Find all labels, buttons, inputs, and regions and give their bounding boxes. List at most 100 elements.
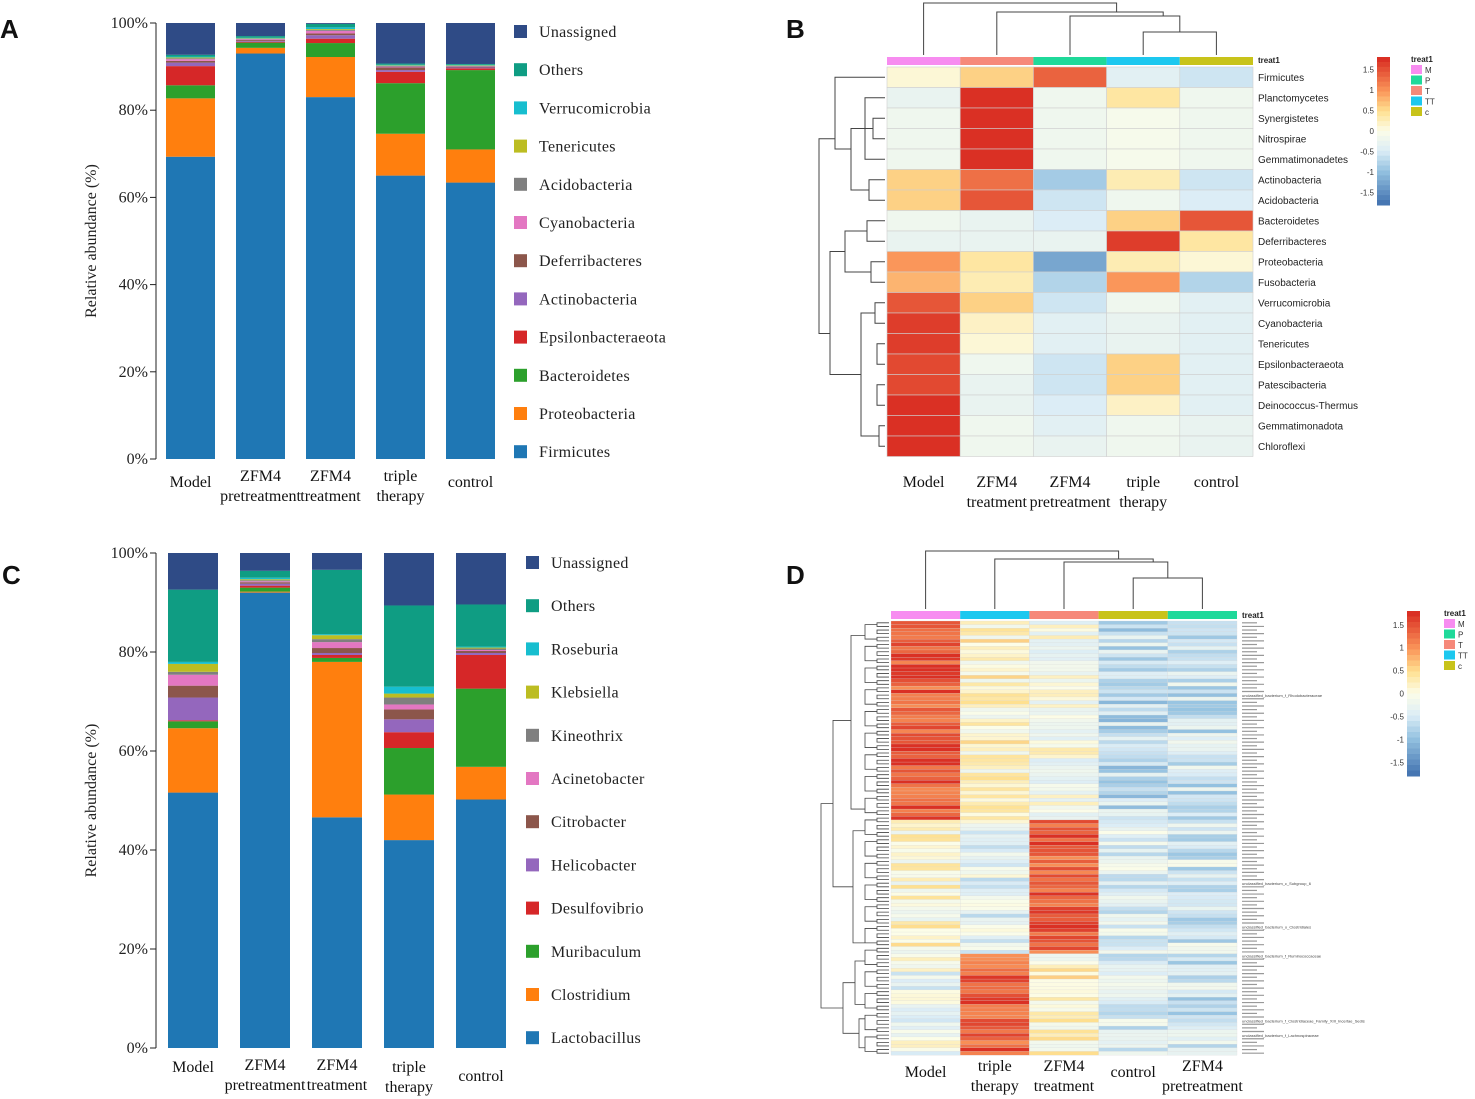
heatmap-cell xyxy=(1029,946,1099,951)
heatmap-cell xyxy=(1179,271,1254,293)
heatmap-cell xyxy=(1179,189,1254,211)
bar-segment-deferribacteres xyxy=(446,66,495,68)
heatmap-cell xyxy=(959,230,1034,252)
heatmap-cell xyxy=(890,866,961,871)
color-scale-cell xyxy=(1407,671,1420,678)
heatmap-cell xyxy=(1098,823,1168,828)
heatmap-cell xyxy=(1167,765,1238,770)
heatmap-cell xyxy=(890,863,961,868)
x-category-label: therapy xyxy=(385,1079,433,1096)
heatmap-cell xyxy=(960,845,1030,850)
treat-annotation-M xyxy=(891,611,961,619)
heatmap-cell xyxy=(1167,682,1238,687)
heatmap-cell xyxy=(960,1004,1030,1009)
bar-segment-muribaculum xyxy=(312,657,362,662)
legend-label-others: Others xyxy=(551,598,595,615)
heatmap-cell xyxy=(1167,743,1238,748)
heatmap-cell xyxy=(960,939,1030,944)
heatmap-cell xyxy=(1098,667,1168,672)
heatmap-cell xyxy=(1029,1018,1099,1023)
bar-segment-klebsiella xyxy=(240,579,290,581)
heatmap-cell xyxy=(1098,989,1168,994)
heatmap-cell xyxy=(960,638,1030,644)
heatmap-cell xyxy=(960,968,1030,973)
heatmap-row-label: unclassified_bacterium_f_Rhodobacteracea… xyxy=(1242,693,1323,698)
heatmap-cell xyxy=(1167,667,1238,672)
heatmap-cell xyxy=(890,725,961,730)
heatmap-cell xyxy=(890,881,961,886)
heatmap-cell xyxy=(1167,855,1238,861)
heatmap-cell xyxy=(1098,783,1168,788)
heatmap-cell xyxy=(1029,960,1099,965)
bar-segment-others xyxy=(236,36,285,38)
heatmap-cell xyxy=(1167,816,1238,821)
heatmap-cell xyxy=(890,772,961,777)
heatmap-cell xyxy=(890,664,961,669)
heatmap-column-label: ZFM4 xyxy=(1182,1058,1223,1075)
row-dendrogram xyxy=(818,76,885,447)
heatmap-cell xyxy=(960,711,1030,716)
heatmap-cell xyxy=(1029,642,1099,647)
color-scale-cell xyxy=(1377,106,1390,112)
bar-segment-tenericutes xyxy=(236,38,285,39)
heatmap-column-label: pretreatment xyxy=(1030,494,1111,511)
heatmap-cell xyxy=(1167,790,1238,795)
heatmap-cell xyxy=(1029,638,1099,644)
heatmap-cell xyxy=(886,394,961,416)
bar-segment-firmicutes xyxy=(446,182,495,460)
heatmap-cell xyxy=(1106,271,1181,293)
heatmap-cell xyxy=(1179,169,1254,191)
heatmap-cell xyxy=(1167,845,1238,850)
color-scale-tick: 1 xyxy=(1370,86,1375,95)
heatmap-cell xyxy=(890,783,961,788)
heatmap-cell xyxy=(1029,725,1099,730)
heatmap-cell xyxy=(960,1022,1030,1027)
heatmap-cell xyxy=(890,1022,961,1027)
heatmap-cell xyxy=(1029,870,1099,875)
heatmap-cell xyxy=(890,989,961,994)
y-tick-label: 100% xyxy=(111,15,148,32)
heatmap-cell xyxy=(1098,780,1168,785)
heatmap-cell xyxy=(1098,866,1168,871)
bar-segment-others xyxy=(240,570,290,578)
heatmap-cell xyxy=(1106,230,1181,252)
heatmap-row-label: Epsilonbacteraeota xyxy=(1258,360,1344,371)
heatmap-cell xyxy=(1029,855,1099,861)
color-scale-cell xyxy=(1377,160,1390,167)
bar-segment-klebsiella xyxy=(384,693,434,698)
heatmap-cell xyxy=(1098,751,1168,756)
bar-segment-others xyxy=(456,604,506,647)
color-scale-cell xyxy=(1407,759,1420,766)
heatmap-cell xyxy=(1029,711,1099,716)
bar-segment-desulfovibrio xyxy=(456,654,506,689)
treat-legend-title: treat1 xyxy=(1411,55,1433,64)
heatmap-cell xyxy=(1179,312,1254,334)
heatmap-cell xyxy=(960,776,1030,781)
treat-legend-swatch xyxy=(1411,65,1422,74)
color-scale-cell xyxy=(1377,195,1390,201)
heatmap-cell xyxy=(1098,1011,1168,1016)
color-scale-tick: 1 xyxy=(1400,644,1405,653)
color-scale-cell xyxy=(1407,704,1420,711)
heatmap-cell xyxy=(1167,675,1238,680)
heatmap-cell xyxy=(886,435,961,457)
panel-letter-b: B xyxy=(786,14,805,44)
x-category-label: treatment xyxy=(300,488,361,505)
heatmap-cell xyxy=(890,787,961,792)
heatmap-cell xyxy=(960,747,1030,752)
heatmap-row-label: Deinococcus-Thermus xyxy=(1258,401,1358,412)
heatmap-cell xyxy=(890,874,961,879)
bar-segment-proteobacteria xyxy=(236,47,285,54)
color-scale-cell xyxy=(1377,180,1390,186)
heatmap-cell xyxy=(1167,758,1238,763)
heatmap-cell xyxy=(890,696,961,701)
heatmap-cell xyxy=(960,725,1030,730)
legend-label-unassigned: Unassigned xyxy=(539,24,617,41)
bar-segment-cyanobacteria xyxy=(166,59,215,61)
heatmap-cell xyxy=(1029,964,1099,969)
color-scale-cell xyxy=(1377,126,1390,132)
bar-segment-actinobacteria xyxy=(306,35,355,39)
heatmap-cell xyxy=(1029,942,1099,947)
color-scale-tick: 1.5 xyxy=(1393,621,1405,630)
heatmap-cell xyxy=(1098,638,1168,644)
